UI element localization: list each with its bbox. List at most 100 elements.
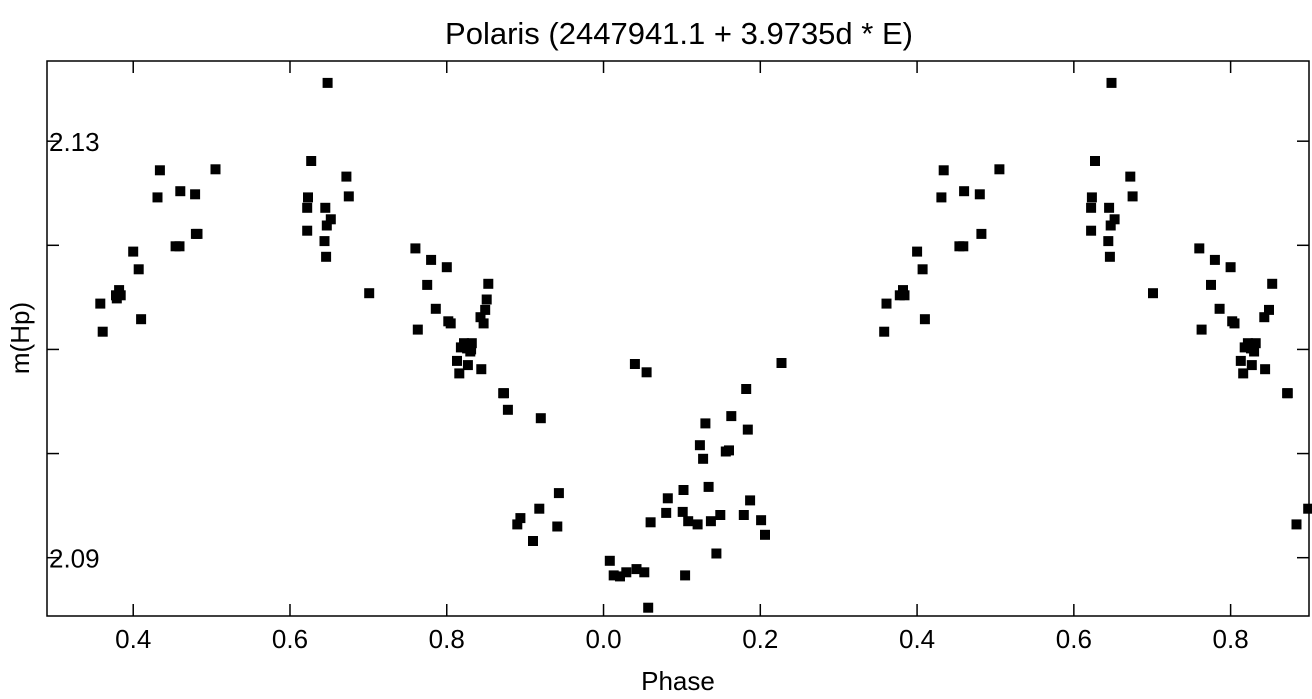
data-point bbox=[745, 495, 755, 505]
data-point bbox=[1247, 360, 1257, 370]
data-point bbox=[175, 241, 185, 251]
data-point bbox=[994, 164, 1004, 174]
data-point bbox=[98, 327, 108, 337]
x-tick-label: 0.6 bbox=[272, 624, 308, 654]
data-point bbox=[920, 314, 930, 324]
data-point bbox=[882, 299, 892, 309]
data-point bbox=[706, 516, 716, 526]
data-point bbox=[1251, 338, 1261, 348]
data-point bbox=[1128, 191, 1138, 201]
data-point bbox=[446, 318, 456, 328]
data-points bbox=[95, 78, 1312, 613]
data-point bbox=[528, 536, 538, 546]
data-point bbox=[704, 482, 714, 492]
data-point bbox=[1104, 203, 1114, 213]
data-point bbox=[431, 304, 441, 314]
data-point bbox=[661, 508, 671, 518]
y-tick-label: 2.09 bbox=[49, 544, 100, 574]
data-point bbox=[741, 384, 751, 394]
data-point bbox=[320, 203, 330, 213]
x-tick-label: 0.8 bbox=[1213, 624, 1249, 654]
data-point bbox=[760, 530, 770, 540]
data-point bbox=[680, 570, 690, 580]
data-point bbox=[442, 262, 452, 272]
data-point bbox=[1086, 203, 1096, 213]
data-point bbox=[467, 338, 477, 348]
data-point bbox=[698, 454, 708, 464]
data-point bbox=[503, 405, 513, 415]
data-point bbox=[552, 522, 562, 532]
data-point bbox=[454, 368, 464, 378]
data-point bbox=[1090, 156, 1100, 166]
data-point bbox=[534, 504, 544, 514]
data-point bbox=[739, 510, 749, 520]
data-point bbox=[136, 314, 146, 324]
data-point bbox=[678, 507, 688, 517]
data-point bbox=[95, 299, 105, 309]
data-point bbox=[715, 510, 725, 520]
data-point bbox=[1105, 252, 1115, 262]
data-point bbox=[302, 203, 312, 213]
data-point bbox=[515, 513, 525, 523]
data-point bbox=[116, 290, 126, 300]
plot-frame bbox=[47, 61, 1309, 616]
data-point bbox=[341, 172, 351, 182]
data-point bbox=[128, 247, 138, 257]
data-point bbox=[663, 493, 673, 503]
data-point bbox=[1125, 172, 1135, 182]
data-point bbox=[700, 418, 710, 428]
x-tick-label: 0.4 bbox=[899, 624, 935, 654]
data-point bbox=[422, 280, 432, 290]
data-point bbox=[939, 165, 949, 175]
data-point bbox=[1267, 279, 1277, 289]
data-point bbox=[323, 78, 333, 88]
data-point bbox=[1107, 78, 1117, 88]
data-point bbox=[476, 364, 486, 374]
data-point bbox=[175, 186, 185, 196]
data-point bbox=[958, 241, 968, 251]
data-point bbox=[605, 556, 615, 566]
data-point bbox=[726, 411, 736, 421]
data-point bbox=[211, 164, 221, 174]
data-point bbox=[1303, 504, 1312, 514]
data-point bbox=[302, 226, 312, 236]
data-point bbox=[413, 325, 423, 335]
data-point bbox=[1260, 364, 1270, 374]
data-point bbox=[536, 413, 546, 423]
axis-ticks bbox=[47, 61, 1309, 616]
data-point bbox=[1148, 288, 1158, 298]
data-point bbox=[642, 367, 652, 377]
data-point bbox=[1194, 243, 1204, 253]
data-point bbox=[743, 425, 753, 435]
data-point bbox=[320, 236, 330, 246]
data-point bbox=[483, 279, 493, 289]
data-point bbox=[975, 189, 985, 199]
data-point bbox=[1283, 388, 1293, 398]
data-point bbox=[1210, 255, 1220, 265]
y-tick-label: 2.13 bbox=[49, 127, 100, 157]
data-point bbox=[452, 356, 462, 366]
data-point bbox=[1110, 214, 1120, 224]
data-point bbox=[554, 488, 564, 498]
data-point bbox=[1206, 280, 1216, 290]
data-point bbox=[426, 255, 436, 265]
data-point bbox=[630, 359, 640, 369]
data-point bbox=[191, 229, 201, 239]
y-axis-label: m(Hp) bbox=[5, 302, 35, 374]
data-point bbox=[499, 388, 509, 398]
data-point bbox=[976, 229, 986, 239]
data-point bbox=[639, 567, 649, 577]
data-point bbox=[321, 252, 331, 262]
x-tick-label: 0.2 bbox=[742, 624, 778, 654]
data-point bbox=[643, 603, 653, 613]
x-tick-label: 0.0 bbox=[585, 624, 621, 654]
data-point bbox=[1086, 226, 1096, 236]
data-point bbox=[646, 517, 656, 527]
data-point bbox=[900, 290, 910, 300]
data-point bbox=[959, 186, 969, 196]
data-point bbox=[1226, 262, 1236, 272]
data-point bbox=[879, 327, 889, 337]
data-point bbox=[777, 358, 787, 368]
x-tick-label: 0.4 bbox=[115, 624, 151, 654]
